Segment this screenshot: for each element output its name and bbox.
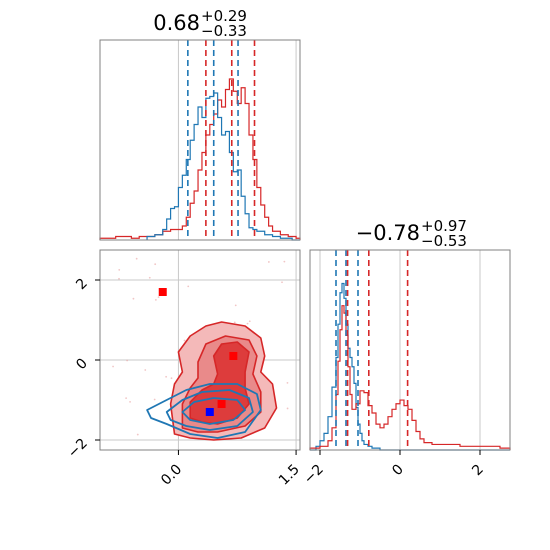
sample-point [233, 321, 236, 324]
x-tick-label: 0.0 [158, 462, 185, 489]
y-tick-label: 0 [73, 356, 91, 374]
sample-point [126, 359, 129, 362]
blue-marker [205, 408, 214, 416]
sample-point [154, 263, 157, 266]
sample-point [187, 285, 190, 288]
param2-median: −0.78 [356, 221, 420, 245]
param2-upper-error: +0.97 [421, 217, 467, 235]
sample-point [157, 296, 160, 299]
sample-point [129, 401, 131, 403]
sample-point [112, 365, 114, 368]
sample-point [183, 339, 186, 342]
sample-point [144, 369, 147, 371]
sample-point [118, 268, 121, 271]
sample-point [165, 375, 168, 378]
grid [319, 250, 481, 450]
x-tick-label: 2 [469, 462, 487, 480]
red-marker [158, 288, 167, 296]
blue-contour-outer [146, 383, 262, 439]
red-marker [217, 400, 226, 408]
sample-point [248, 320, 251, 323]
axis-ticks: −2 0 2 [301, 450, 487, 487]
panel-frame [99, 249, 301, 451]
param1-lower-error: −0.33 [201, 22, 247, 40]
sample-point [136, 433, 139, 436]
panel-background [100, 40, 300, 240]
sample-point [135, 257, 138, 260]
sample-point [246, 322, 249, 325]
contour-panel: 0.0 1.5 −2 0 2 [65, 249, 303, 489]
panel-frame [309, 249, 511, 451]
plot-area [99, 40, 301, 241]
x-tick-label: 0 [389, 462, 407, 480]
sample-point [148, 276, 151, 279]
sample-point [170, 377, 173, 380]
histogram-panel-param1: 0.68 +0.29 −0.33 [99, 7, 301, 241]
sample-point [153, 398, 156, 401]
sample-point [286, 407, 289, 410]
x-tick-label: −2 [301, 462, 327, 488]
plot-area [112, 257, 289, 441]
sample-point [132, 297, 135, 300]
red-histogram [309, 305, 511, 450]
sample-point [234, 304, 237, 307]
panel-frame [99, 39, 301, 241]
y-tick-label: −2 [65, 436, 91, 462]
sample-point [267, 261, 270, 263]
histogram-panel-param2: −2 0 2 −0.78 +0.97 −0.53 [301, 217, 511, 487]
sample-point [286, 382, 289, 384]
red-marker [229, 352, 238, 360]
param2-lower-error: −0.53 [421, 232, 467, 250]
blue-contour-middle [165, 389, 254, 431]
sample-point [125, 397, 128, 400]
plot-area [309, 250, 511, 451]
y-tick-label: 2 [73, 276, 91, 294]
sample-point [154, 298, 157, 301]
x-tick-label: 1.5 [276, 462, 303, 489]
param1-upper-error: +0.29 [201, 7, 247, 25]
param1-median: 0.68 [153, 11, 200, 35]
sample-point [283, 260, 286, 263]
sample-point [118, 277, 120, 280]
blue-contour-inner [181, 397, 246, 425]
sample-point [281, 281, 283, 284]
